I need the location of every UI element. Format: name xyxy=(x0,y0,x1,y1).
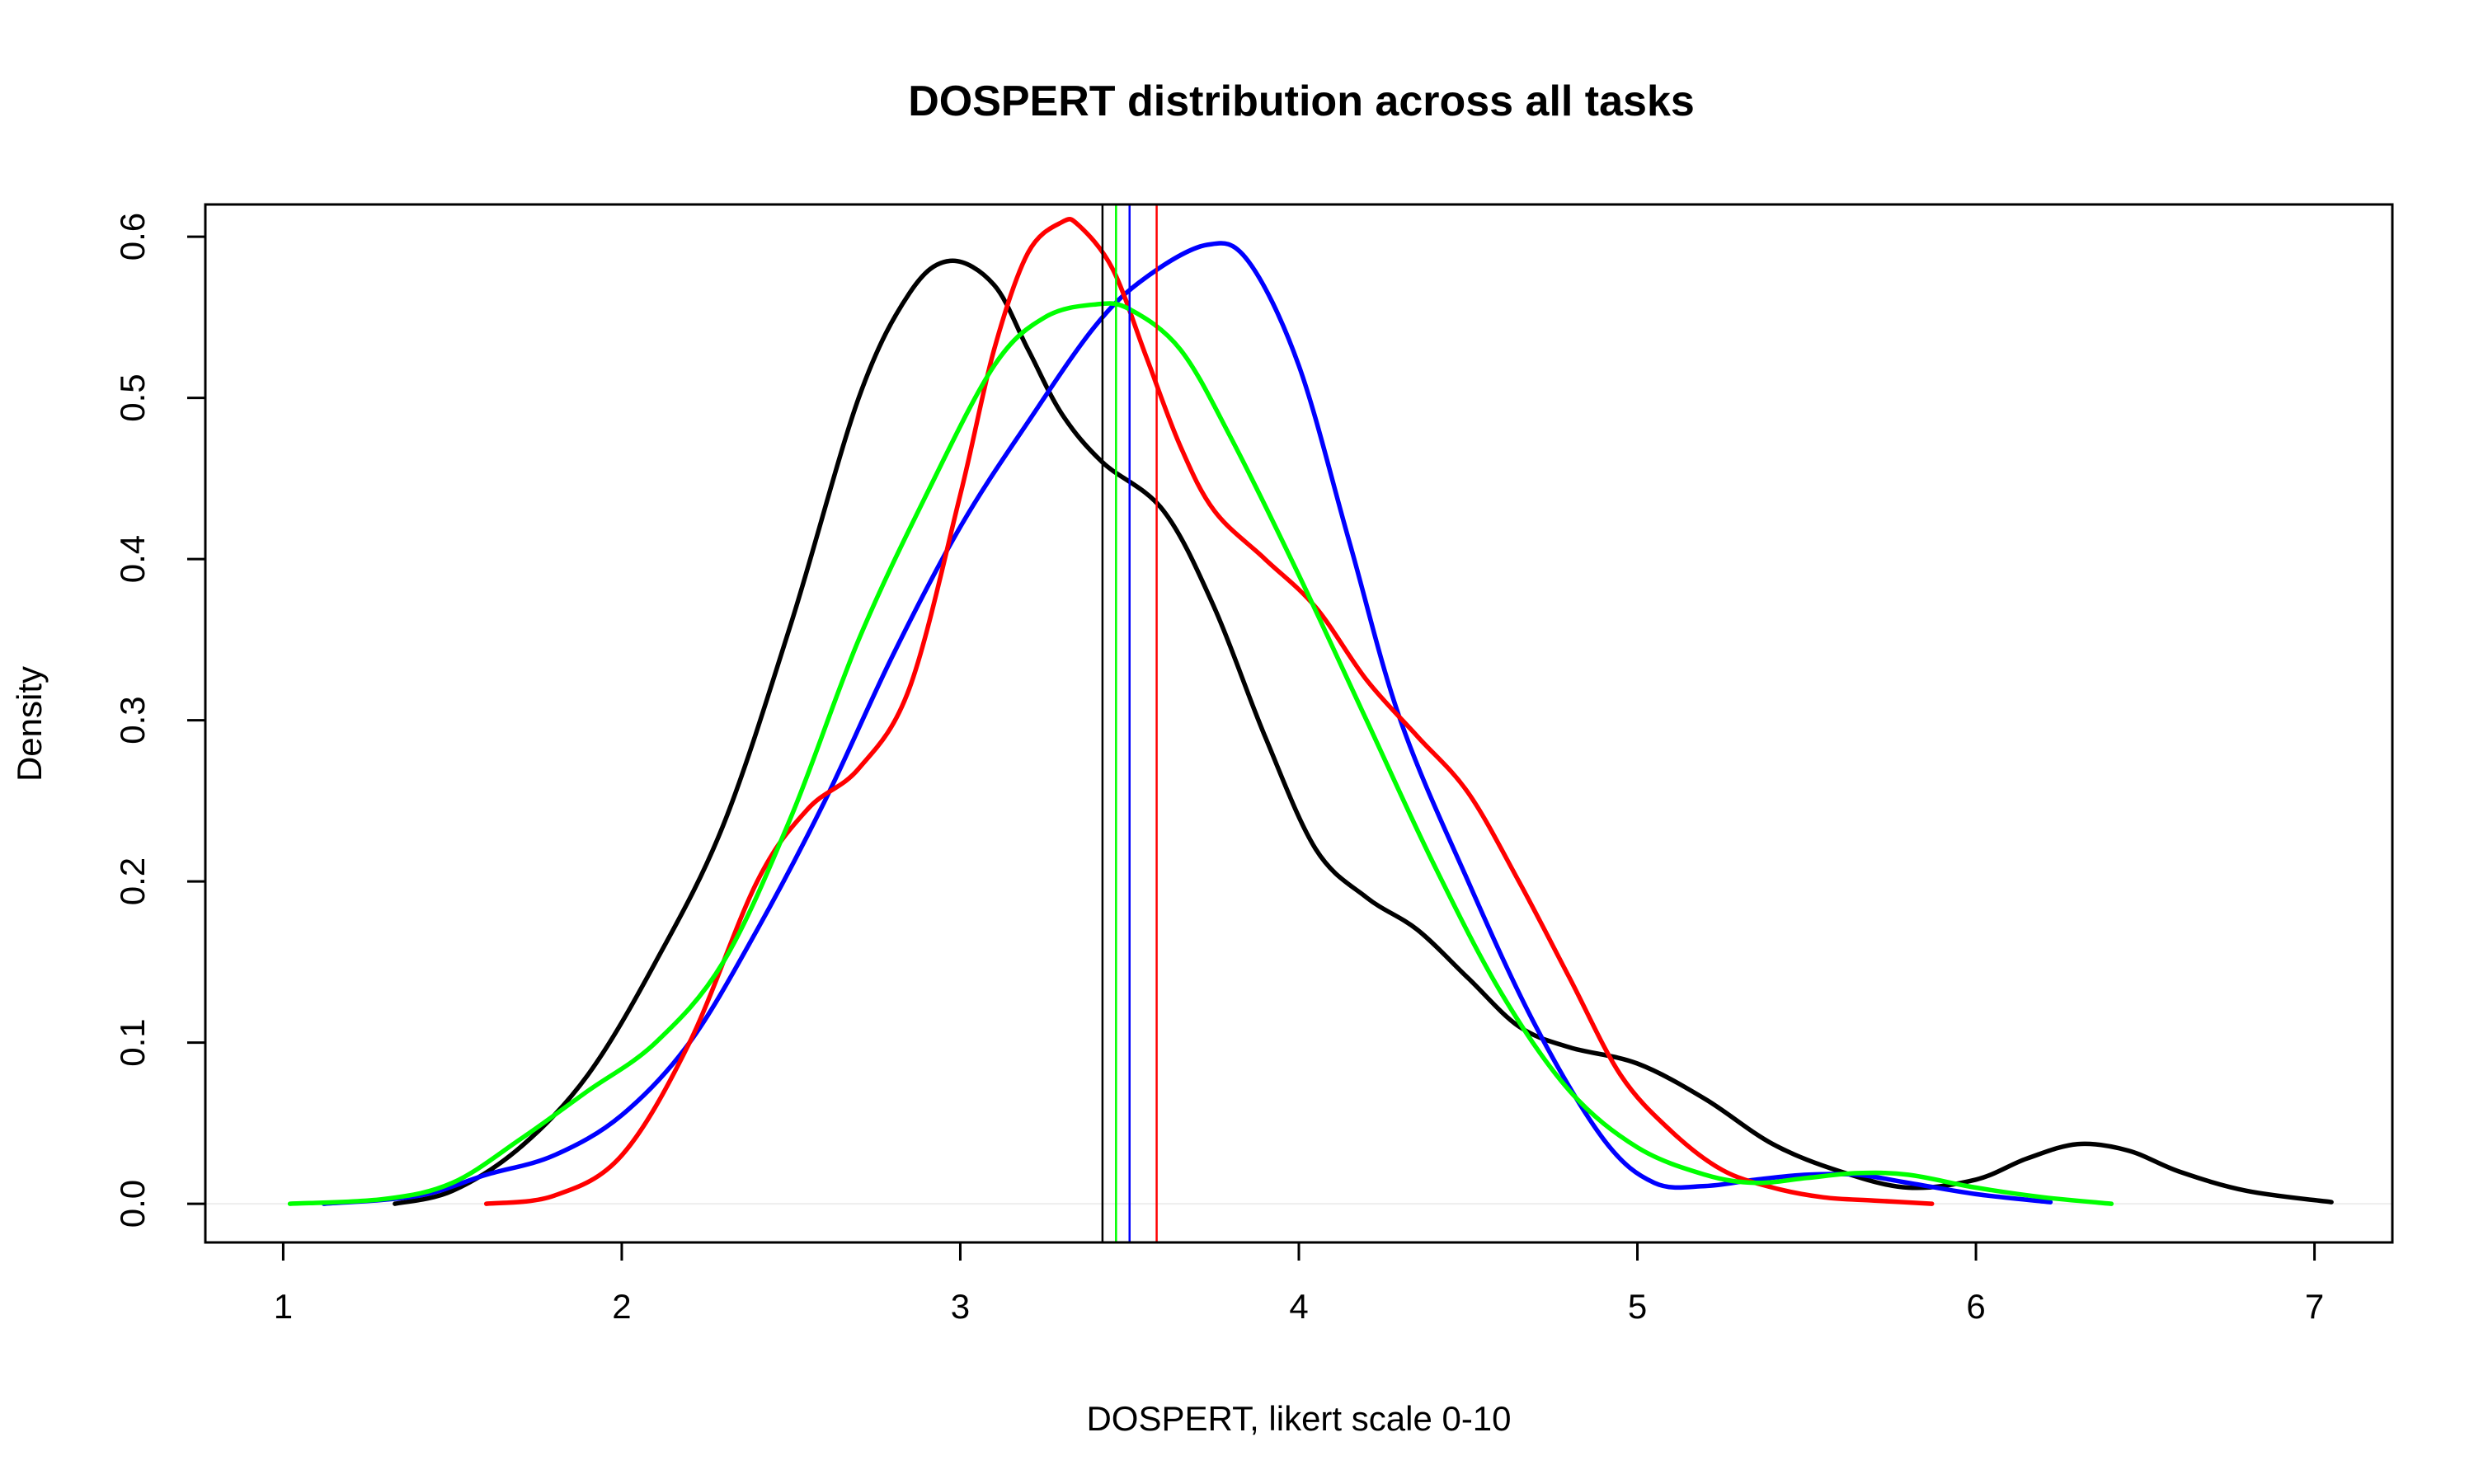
y-tick-label: 0.6 xyxy=(113,213,152,261)
y-tick-label: 0.2 xyxy=(113,857,152,905)
x-tick-label: 4 xyxy=(1289,1287,1308,1326)
chart-title: DOSPERT distribution across all tasks xyxy=(908,77,1695,125)
density-curve-1 xyxy=(393,258,2334,1206)
series-curves xyxy=(287,217,2334,1206)
y-tick-label: 0.0 xyxy=(113,1180,152,1228)
x-tick-label: 3 xyxy=(951,1287,970,1326)
density-curve-2 xyxy=(321,241,2053,1206)
density-curve-4 xyxy=(287,301,2114,1206)
y-axis-label: Density xyxy=(10,666,49,782)
density-curve-3 xyxy=(483,217,1935,1206)
y-tick-label: 0.5 xyxy=(113,373,152,421)
x-axis-label: DOSPERT, likert scale 0-10 xyxy=(1086,1399,1511,1438)
x-tick-label: 6 xyxy=(1966,1287,1985,1326)
vertical-lines xyxy=(1101,204,1158,1242)
y-tick-label: 0.4 xyxy=(113,535,152,583)
x-tick-label: 2 xyxy=(612,1287,631,1326)
y-tick-label: 0.3 xyxy=(113,696,152,744)
y-axis: 0.0 0.1 0.2 0.3 0.4 0.5 0.6 xyxy=(113,213,207,1228)
x-tick-label: 5 xyxy=(1628,1287,1647,1326)
x-axis: 1 2 3 4 5 6 7 xyxy=(274,1241,2324,1326)
x-tick-label: 1 xyxy=(274,1287,293,1326)
y-tick-label: 0.1 xyxy=(113,1018,152,1066)
x-tick-label: 7 xyxy=(2305,1287,2324,1326)
